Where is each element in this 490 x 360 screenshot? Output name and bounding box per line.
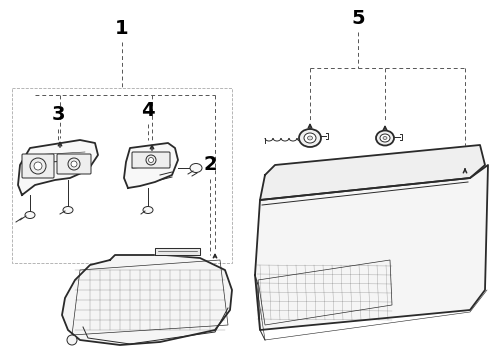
Polygon shape: [62, 255, 232, 345]
Ellipse shape: [380, 134, 390, 142]
Circle shape: [71, 161, 77, 167]
Text: 1: 1: [115, 18, 129, 37]
Text: 4: 4: [141, 100, 155, 120]
Polygon shape: [124, 143, 178, 188]
FancyBboxPatch shape: [132, 152, 170, 168]
Ellipse shape: [383, 136, 387, 139]
Text: 3: 3: [51, 105, 65, 125]
Text: 5: 5: [351, 9, 365, 27]
Ellipse shape: [143, 207, 153, 213]
FancyBboxPatch shape: [22, 154, 54, 178]
Ellipse shape: [190, 163, 202, 172]
Circle shape: [68, 158, 80, 170]
Ellipse shape: [376, 130, 394, 145]
Ellipse shape: [63, 207, 73, 213]
Circle shape: [146, 155, 156, 165]
Polygon shape: [18, 140, 98, 195]
Circle shape: [34, 162, 42, 170]
Polygon shape: [155, 248, 200, 255]
Polygon shape: [255, 165, 488, 330]
Text: 2: 2: [203, 156, 217, 175]
Ellipse shape: [25, 211, 35, 219]
Bar: [12, 88, 232, 263]
Circle shape: [30, 158, 46, 174]
Polygon shape: [260, 145, 485, 200]
Ellipse shape: [308, 136, 313, 140]
FancyBboxPatch shape: [57, 154, 91, 174]
Ellipse shape: [299, 129, 321, 147]
Circle shape: [67, 335, 77, 345]
Circle shape: [148, 158, 153, 162]
Ellipse shape: [304, 133, 316, 143]
